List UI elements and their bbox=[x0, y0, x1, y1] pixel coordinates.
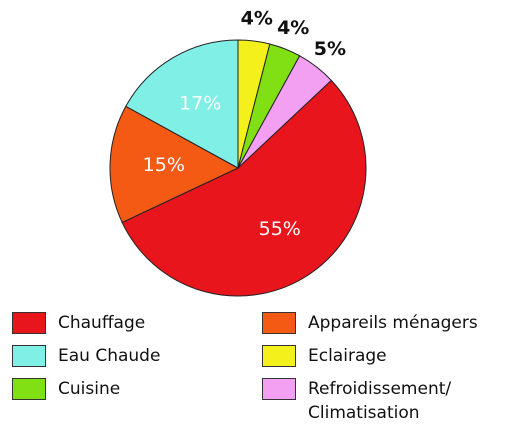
pie-slice bbox=[237, 55, 333, 169]
slice-label: 15% bbox=[143, 154, 185, 176]
legend-swatch bbox=[262, 378, 296, 400]
pie-slice bbox=[125, 39, 239, 169]
legend-swatch bbox=[262, 312, 296, 334]
legend: Chauffage Appareils ménagers Eau Chaude Ecl… bbox=[12, 312, 507, 425]
legend-swatch bbox=[12, 312, 46, 334]
legend-label: Chauffage bbox=[58, 313, 146, 333]
legend-item: Chauffage bbox=[12, 312, 262, 335]
legend-item: Cuisine bbox=[12, 378, 262, 425]
slice-label: 55% bbox=[259, 218, 301, 240]
legend-item: Appareils ménagers bbox=[262, 312, 507, 335]
slice-label: 5% bbox=[314, 38, 346, 60]
legend-item: Eau Chaude bbox=[12, 345, 262, 368]
slice-label: 17% bbox=[179, 93, 221, 115]
pie-slice bbox=[121, 79, 367, 297]
legend-item: Refroidissement/ Climatisation bbox=[262, 378, 507, 425]
chart: 55%15%17%4% 4%5% bbox=[109, 8, 367, 297]
legend-item: Eclairage bbox=[262, 345, 507, 368]
legend-swatch bbox=[12, 345, 46, 367]
legend-swatch bbox=[12, 378, 46, 400]
legend-label: Cuisine bbox=[58, 379, 121, 399]
legend-label: Appareils ménagers bbox=[308, 313, 478, 333]
slice-label: 4% bbox=[277, 17, 309, 39]
legend-label: Eau Chaude bbox=[58, 346, 161, 366]
legend-label: Eclairage bbox=[308, 346, 387, 366]
slice-label: 4% bbox=[241, 8, 273, 30]
legend-label: Refroidissement/ Climatisation bbox=[308, 379, 452, 423]
pie-slice bbox=[109, 105, 240, 224]
legend-swatch bbox=[262, 345, 296, 367]
